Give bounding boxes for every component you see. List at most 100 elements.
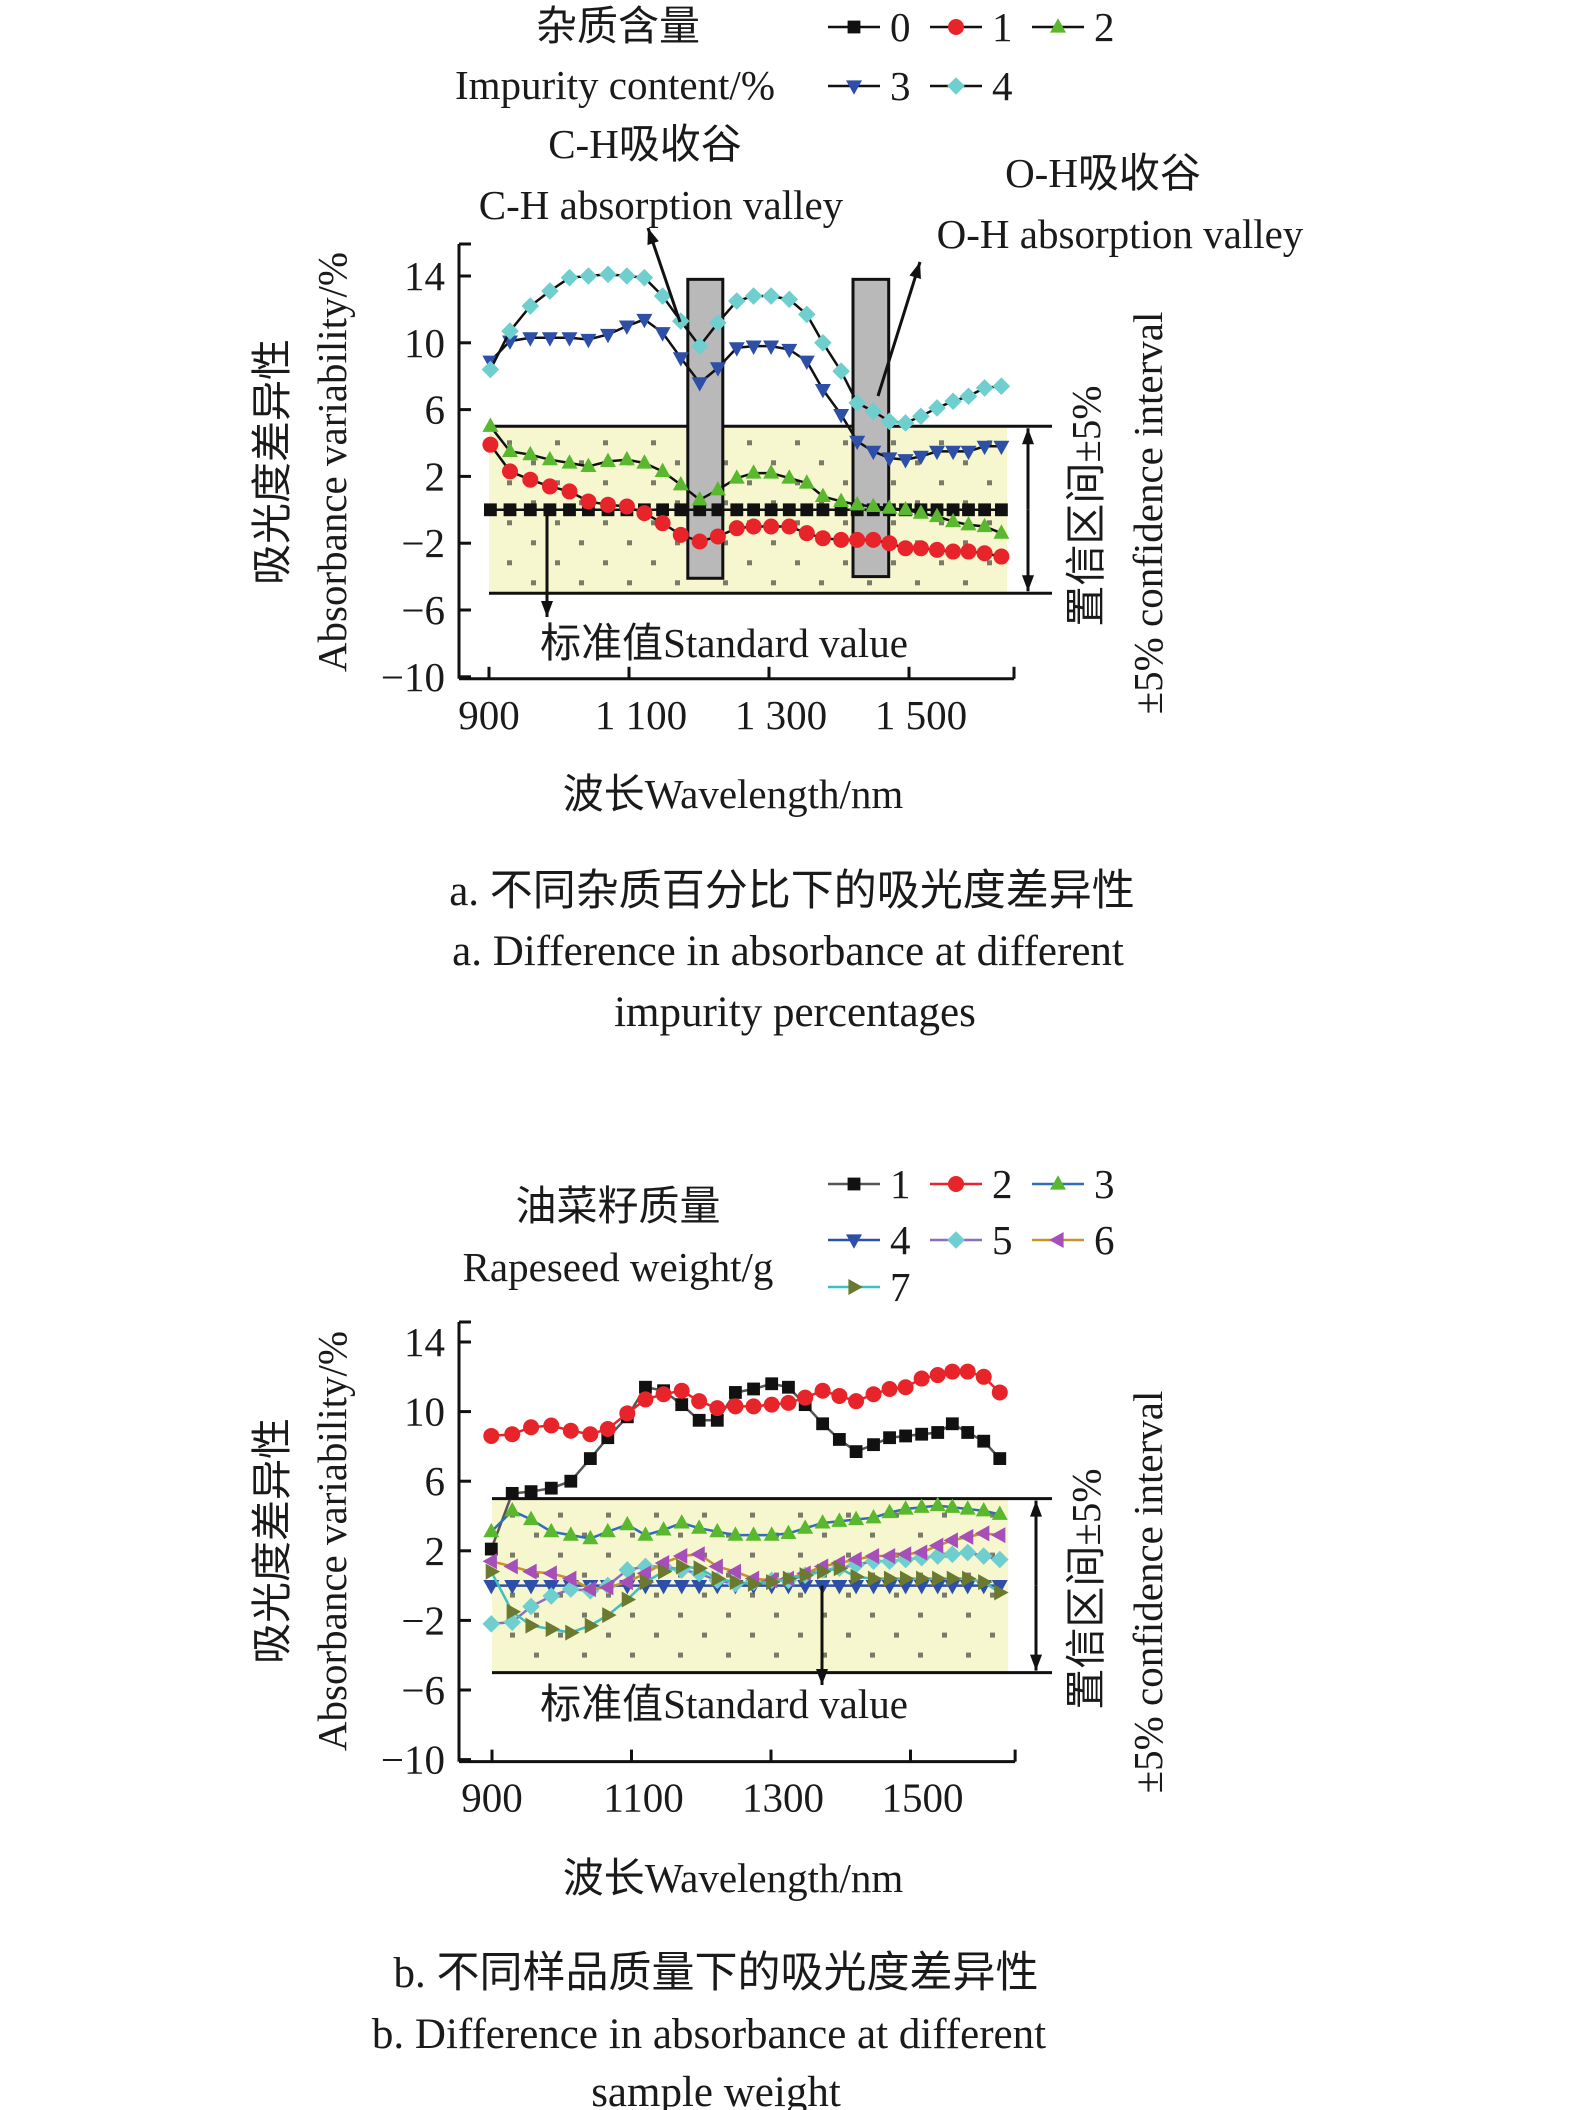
data-point <box>747 503 760 517</box>
data-point <box>747 1575 763 1592</box>
band-dot <box>939 480 944 486</box>
data-point <box>728 520 745 537</box>
legend-label: 3 <box>1094 1161 1115 1207</box>
data-point <box>711 1570 727 1587</box>
ch-valley-arrow <box>646 227 682 323</box>
data-point <box>946 503 960 517</box>
legend-label: 4 <box>890 1217 911 1263</box>
y-tick-label: −10 <box>381 654 445 700</box>
legend-marker <box>848 1279 863 1295</box>
band-dot <box>798 1552 803 1558</box>
oh-valley-label-en: O-H absorption valley <box>937 211 1304 257</box>
x-tick-label: 900 <box>461 1775 523 1821</box>
data-point <box>541 332 558 347</box>
series-3 <box>482 313 1010 469</box>
y-axis-label-en: Absorbance variability/% <box>309 1331 355 1751</box>
y-tick-label: −6 <box>401 587 445 633</box>
legend-item-4: 4 <box>930 63 1013 109</box>
data-point <box>690 337 709 355</box>
data-point <box>561 332 578 347</box>
data-point <box>522 1597 540 1616</box>
data-point <box>991 1580 1008 1595</box>
data-point <box>763 1526 780 1541</box>
data-point <box>600 452 616 467</box>
data-point <box>656 503 669 517</box>
band-dot <box>558 1552 563 1558</box>
band-dot <box>987 560 992 566</box>
band-dot <box>675 500 680 506</box>
data-point <box>974 1525 990 1542</box>
band-dot <box>942 1592 947 1598</box>
band-dot <box>726 1572 731 1578</box>
band-dot <box>894 1592 899 1598</box>
band-dot <box>963 540 968 546</box>
data-point <box>975 1368 992 1385</box>
y-tick-label: −2 <box>401 520 445 566</box>
ch-valley-arrow-head <box>647 228 659 246</box>
data-point <box>600 328 616 344</box>
data-point <box>564 1474 578 1488</box>
data-point <box>881 1380 898 1397</box>
caption-en-line1: a. Difference in absorbance at different <box>452 928 1124 975</box>
confidence-label-en: ±5% confidence interval <box>1125 312 1171 715</box>
data-point <box>865 1386 882 1403</box>
data-point <box>881 499 898 514</box>
band-dot <box>675 580 680 586</box>
data-point <box>562 1526 579 1541</box>
band-dot <box>990 1632 995 1638</box>
data-point <box>505 1486 519 1500</box>
legend-marker <box>847 1177 861 1191</box>
legend-marker <box>1050 1175 1066 1190</box>
caption-en-line2: sample weight <box>591 2069 841 2110</box>
legend-item-1: 1 <box>930 4 1013 50</box>
data-point <box>849 435 866 451</box>
band-dot <box>507 560 512 566</box>
data-point <box>636 505 653 522</box>
data-point <box>543 503 557 517</box>
band-dot <box>870 1612 875 1618</box>
legend-label: 1 <box>890 1161 911 1207</box>
y-axis-label-en: Absorbance variability/% <box>309 252 355 672</box>
band-dot <box>651 560 656 566</box>
data-point <box>708 1558 723 1575</box>
ch-valley-label-cn: C-H吸收谷 <box>548 121 742 167</box>
data-point <box>481 360 500 379</box>
data-point <box>848 1510 865 1526</box>
legend-item-1: 1 <box>828 1161 911 1207</box>
legend-label: 3 <box>890 63 911 109</box>
confidence-arrow-up-head <box>1022 428 1034 445</box>
data-point <box>931 1426 945 1439</box>
y-tick-label: 2 <box>425 453 446 499</box>
legend-label: 5 <box>992 1217 1013 1263</box>
band-dot <box>750 1592 755 1598</box>
data-point <box>655 1580 672 1595</box>
data-point <box>814 383 831 399</box>
data-point <box>561 454 578 469</box>
series-2 <box>483 1363 1008 1444</box>
data-point <box>763 340 780 355</box>
band-dot <box>915 580 920 586</box>
data-point <box>912 450 929 466</box>
data-point <box>637 1526 654 1541</box>
data-point <box>881 1503 898 1519</box>
band-dot <box>870 1532 875 1538</box>
data-point <box>673 1514 690 1529</box>
data-point <box>798 355 815 370</box>
legend-item-2: 2 <box>1032 4 1115 50</box>
band-dot <box>795 480 800 486</box>
band-dot <box>531 580 536 586</box>
data-point <box>814 530 831 547</box>
data-point <box>525 1617 540 1634</box>
x-tick-label: 900 <box>458 692 520 738</box>
legend-item-3: 3 <box>828 63 911 109</box>
data-point <box>727 1526 744 1541</box>
data-point <box>849 1445 863 1459</box>
data-point <box>798 305 816 324</box>
band-dot <box>603 560 608 566</box>
confidence-arrow-down-head <box>1022 575 1034 592</box>
band-dot <box>942 1512 947 1518</box>
band-dot <box>558 1512 563 1518</box>
data-point <box>729 1574 745 1591</box>
data-point <box>880 412 899 431</box>
